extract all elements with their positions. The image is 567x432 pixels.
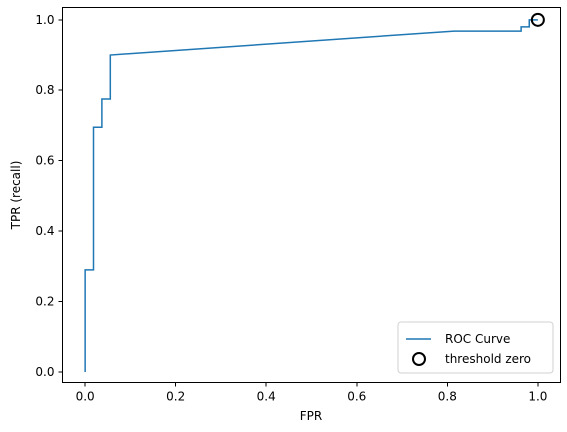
threshold-zero-marker <box>530 12 545 27</box>
y-axis-label: TPR (recall) <box>9 161 23 231</box>
x-axis-ticks: 0.0 0.2 0.4 0.6 0.8 1.0 <box>76 382 547 404</box>
legend-threshold-label: threshold zero <box>445 352 531 366</box>
x-axis-label: FPR <box>300 409 322 423</box>
legend-box <box>397 321 554 374</box>
legend-roc-label: ROC Curve <box>445 332 510 346</box>
x-tick-label: 0.8 <box>438 390 457 404</box>
x-tick-label: 0.2 <box>166 390 185 404</box>
y-tick-label: 0.6 <box>35 154 54 168</box>
legend-threshold-marker <box>412 352 426 366</box>
series-layer <box>84 12 545 372</box>
legend: ROC Curve threshold zero <box>397 321 554 374</box>
y-tick-label: 1.0 <box>35 13 54 27</box>
x-tick-label: 1.0 <box>528 390 547 404</box>
plot-area-border <box>62 7 561 383</box>
y-tick-label: 0.4 <box>35 224 54 238</box>
y-tick-label: 0.8 <box>35 83 54 97</box>
axes-frame <box>62 7 561 383</box>
y-tick-label: 0.2 <box>35 295 54 309</box>
y-axis-ticks: 0.0 0.2 0.4 0.6 0.8 1.0 <box>35 13 63 379</box>
y-tick-label: 0.0 <box>35 365 54 379</box>
x-tick-label: 0.0 <box>76 390 95 404</box>
x-tick-label: 0.4 <box>257 390 276 404</box>
roc-curve-line <box>84 19 538 372</box>
x-tick-label: 0.6 <box>347 390 366 404</box>
